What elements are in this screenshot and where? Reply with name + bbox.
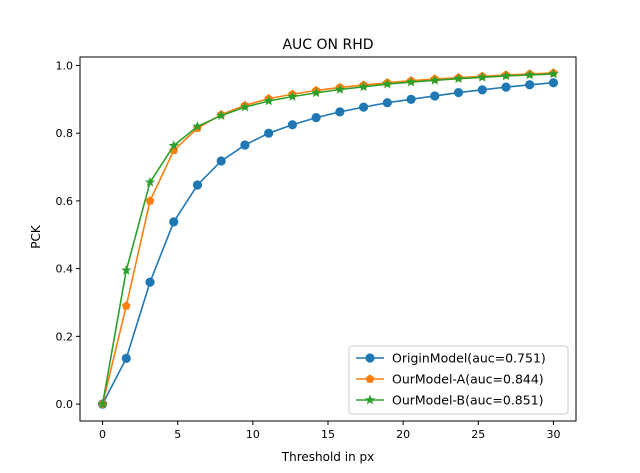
series-line — [101, 73, 554, 405]
data-point — [121, 353, 131, 363]
data-point — [453, 73, 464, 84]
y-tick-label: 0.4 — [56, 263, 74, 276]
data-point — [145, 196, 155, 205]
data-point — [382, 78, 393, 89]
legend-entry: OriginModel(auc=0.751) — [356, 351, 546, 366]
x-tick-label: 20 — [396, 428, 410, 441]
data-point — [548, 68, 559, 79]
x-tick-label: 10 — [246, 428, 260, 441]
legend-label: OurModel-B(auc=0.851) — [392, 393, 544, 408]
legend-entry: OurModel-A(auc=0.844) — [356, 372, 544, 387]
x-tick-label: 30 — [546, 428, 560, 441]
plot-area — [97, 68, 559, 409]
y-tick-label: 1.0 — [56, 59, 74, 72]
data-point — [287, 120, 298, 130]
legend-entry: OurModel-B(auc=0.851) — [356, 393, 544, 408]
data-point — [477, 85, 487, 95]
data-point — [287, 91, 298, 101]
legend-label: OurModel-A(auc=0.844) — [392, 372, 544, 387]
y-tick-label: 0.8 — [56, 127, 74, 140]
data-point — [264, 128, 274, 138]
data-point — [311, 113, 321, 123]
data-point — [121, 264, 132, 275]
data-point — [311, 87, 322, 98]
legend-marker — [365, 374, 375, 383]
data-point — [406, 94, 416, 104]
data-point — [216, 110, 227, 120]
y-tick-label: 0.2 — [56, 330, 74, 343]
data-point — [192, 121, 203, 131]
series-3 — [97, 68, 559, 409]
legend: OriginModel(auc=0.751) OurModel-A(auc=0.8… — [348, 345, 569, 415]
y-tick-label: 0.0 — [56, 398, 74, 411]
y-axis-label: PCK — [29, 224, 43, 249]
data-point — [263, 95, 274, 106]
data-point — [430, 91, 440, 101]
data-point — [405, 76, 417, 87]
data-point — [169, 217, 179, 227]
data-point — [192, 180, 203, 190]
axis-ticks: 0 5 10 15 20 25 30 0.0 0.2 0.4 0.6 0.8 1.0 — [56, 59, 561, 441]
data-point — [334, 84, 345, 94]
data-point — [144, 176, 156, 187]
data-point — [525, 80, 535, 90]
legend-marker — [364, 394, 376, 405]
data-point — [239, 101, 251, 112]
data-point — [335, 107, 345, 117]
legend-label: OriginModel(auc=0.751) — [392, 351, 546, 366]
data-point — [97, 398, 108, 409]
chart-title: AUC ON RHD — [282, 37, 373, 53]
data-point — [524, 69, 535, 80]
data-point — [358, 102, 369, 112]
data-point — [382, 98, 392, 108]
x-tick-label: 5 — [174, 428, 181, 441]
data-point — [216, 156, 226, 166]
data-point — [429, 74, 440, 85]
data-point — [240, 140, 250, 150]
x-tick-label: 0 — [99, 428, 106, 441]
data-point — [500, 70, 512, 81]
data-point — [121, 301, 131, 310]
data-point — [477, 71, 488, 82]
x-tick-label: 25 — [471, 428, 485, 441]
data-point — [358, 81, 369, 92]
data-point — [145, 277, 155, 287]
x-axis-label: Threshold in px — [281, 450, 374, 464]
x-tick-label: 15 — [321, 428, 335, 441]
data-point — [548, 78, 559, 88]
y-tick-label: 0.6 — [56, 195, 74, 208]
legend-frame — [348, 345, 569, 415]
data-point — [501, 82, 511, 92]
legend-marker — [365, 353, 375, 363]
data-point — [168, 140, 179, 151]
data-point — [453, 87, 464, 98]
